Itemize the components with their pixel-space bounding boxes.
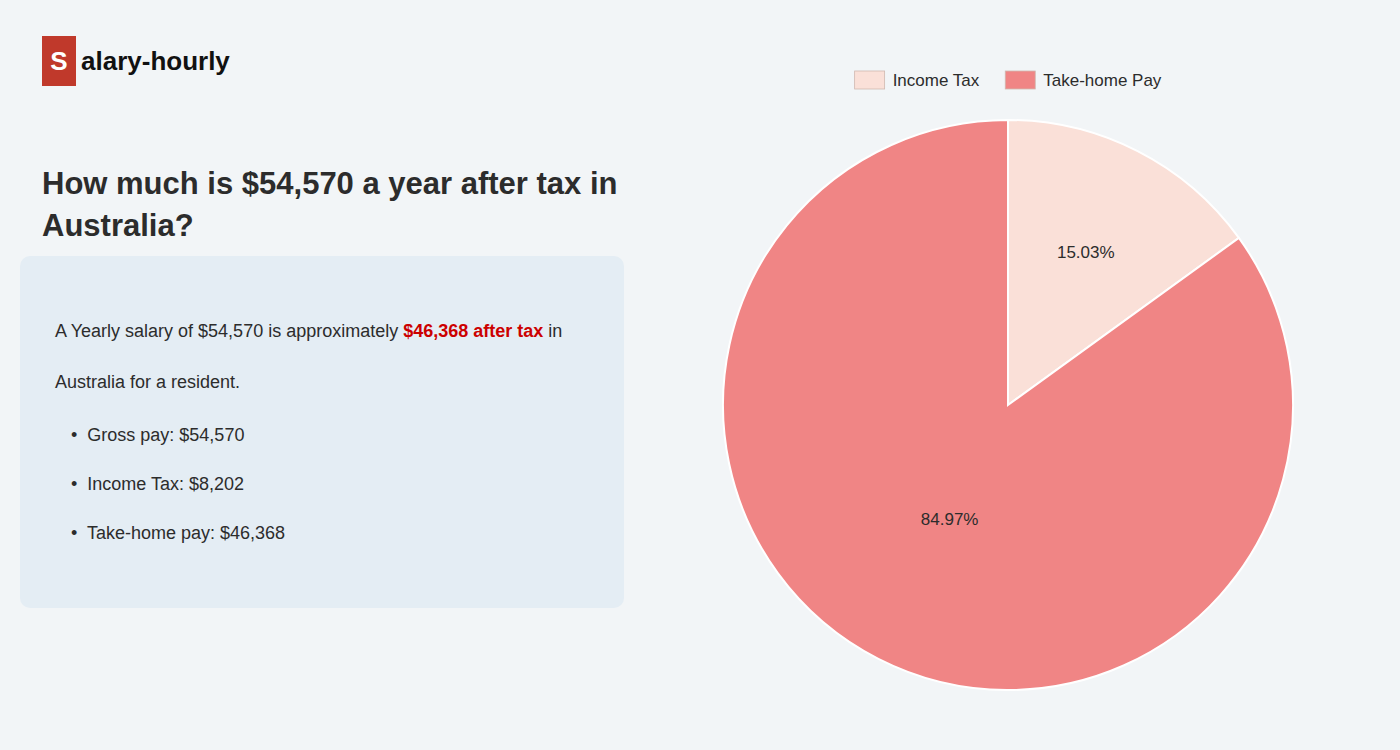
title: How much is $54,570 a year after tax in A… (42, 166, 618, 243)
pie (723, 120, 1293, 690)
bullet-item: • Income Tax: $8,202 (71, 474, 244, 494)
legend-swatch (1005, 71, 1035, 89)
description-line: A Yearly salary of $54,570 is approximat… (55, 321, 562, 341)
background (0, 0, 1400, 750)
title-line: How much is $54,570 a year after tax in (42, 166, 618, 201)
description-part: A Yearly salary of $54,570 is approximat… (55, 321, 403, 341)
legend: Income Tax Take-home Pay (855, 71, 1162, 90)
logo-text: alary-hourly (81, 46, 230, 76)
legend-entry: Take-home Pay (1043, 71, 1162, 90)
info-box (20, 256, 624, 608)
bullet-item: • Gross pay: $54,570 (71, 425, 244, 445)
pie-slice (723, 120, 1293, 690)
logo-box (42, 36, 76, 86)
data-label: 84.97% (921, 510, 979, 529)
description-part: in (543, 321, 562, 341)
logo-letter: S (50, 46, 67, 76)
legend-entry: Income Tax (893, 71, 980, 90)
legend-swatch (855, 71, 885, 89)
description-line: Australia for a resident. (55, 372, 240, 392)
bullet-item: • Take-home pay: $46,368 (71, 523, 285, 543)
title-line: Australia? (42, 208, 194, 243)
chart-root: Salary-hourly How much is $54,570 a year … (0, 0, 1400, 750)
description-part: $46,368 after tax (403, 321, 543, 341)
data-label: 15.03% (1057, 243, 1115, 262)
